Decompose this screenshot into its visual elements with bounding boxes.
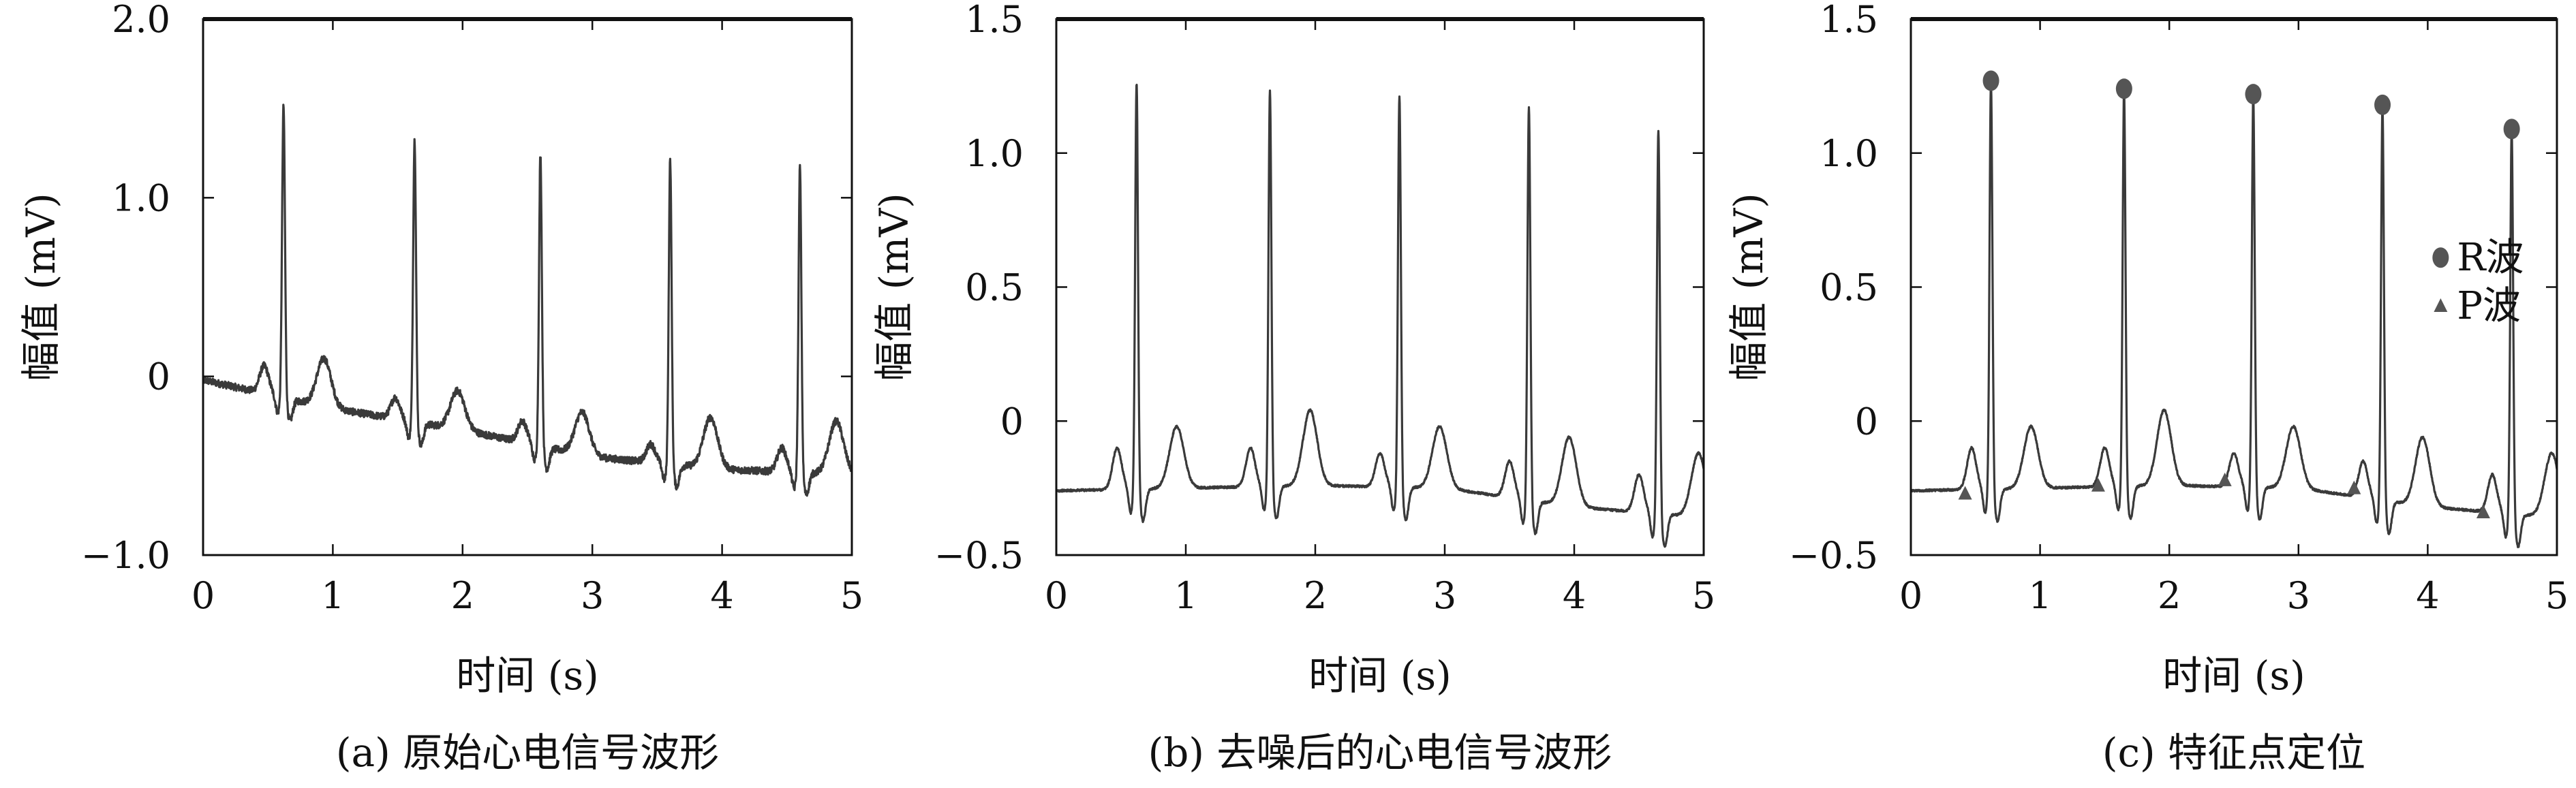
x-tick-label: 1 — [2028, 574, 2051, 617]
x-tick-label: 2 — [2158, 574, 2181, 617]
plot-frame — [1055, 18, 1705, 556]
x-tick-label: 5 — [2545, 574, 2569, 617]
r-wave-marker — [2503, 119, 2520, 140]
x-tick-label: 4 — [1563, 574, 1586, 617]
x-tick-label: 0 — [1899, 574, 1922, 617]
p-wave-marker — [2347, 480, 2361, 494]
y-tick-label: 1.5 — [965, 0, 1024, 41]
legend-p-wave-label: P波 — [2457, 284, 2521, 328]
y-tick-label: 0 — [1000, 400, 1024, 443]
y-tick-label: 0.5 — [965, 266, 1024, 309]
x-tick-label: 5 — [840, 574, 863, 617]
x-tick-label: 0 — [1045, 574, 1068, 617]
x-tick-label: 1 — [321, 574, 344, 617]
ecg-signal-line — [1910, 83, 2558, 548]
y-axis-label: 幅值 (mV) — [871, 193, 917, 381]
y-tick-label: −0.5 — [1789, 534, 1878, 577]
x-tick-label: 5 — [1692, 574, 1715, 617]
x-tick-label: 0 — [191, 574, 215, 617]
panel-caption: (b) 去噪后的心电信号波形 — [1148, 729, 1612, 776]
legend-r-wave-marker — [2432, 247, 2449, 268]
x-tick-label: 3 — [581, 574, 604, 617]
panel-caption: (c) 特征点定位 — [2102, 729, 2365, 776]
legend-p-wave-marker — [2434, 298, 2448, 313]
x-tick-label: 3 — [1433, 574, 1456, 617]
panel-a-raw-ecg: 0 1 2 3 4 5 −1.0 0 1.0 2.0 时间 (s) 幅值 (mV) (a) 原始心电信号… — [18, 0, 863, 776]
y-tick-label: 1.0 — [112, 176, 170, 219]
r-wave-marker — [1982, 70, 1999, 91]
panel-b-denoised-ecg: 0 1 2 3 4 5 −0.5 0 0.5 1.0 1.5 时间 (s) 幅值 (mV) (b) 去噪后… — [871, 0, 1715, 776]
x-tick-label: 1 — [1174, 574, 1197, 617]
y-tick-label: 1.0 — [965, 132, 1024, 175]
p-wave-marker — [1958, 486, 1972, 500]
x-axis-label: 时间 (s) — [2162, 652, 2305, 699]
y-tick-label: 0 — [147, 356, 170, 398]
legend-r-wave-label: R波 — [2457, 236, 2524, 280]
r-wave-marker — [2115, 78, 2132, 99]
y-axis-label: 幅值 (mV) — [1726, 193, 1772, 381]
ecg-signal-line — [202, 104, 853, 497]
y-tick-label: −1.0 — [81, 534, 170, 577]
y-tick-label: 0.5 — [1820, 266, 1878, 309]
panel-c-feature-points: 0 1 2 3 4 5 −0.5 0 0.5 1.0 1.5 时间 (s) 幅值 (mV) (c) 特征点… — [1726, 0, 2569, 776]
panel-caption: (a) 原始心电信号波形 — [336, 729, 719, 776]
p-wave-marker — [2476, 505, 2490, 519]
p-wave-marker — [2091, 477, 2105, 492]
y-tick-label: 2.0 — [112, 0, 170, 41]
x-tick-label: 4 — [710, 574, 733, 617]
y-tick-label: 0 — [1855, 400, 1878, 443]
y-axis-label: 幅值 (mV) — [18, 193, 64, 381]
x-tick-label: 3 — [2287, 574, 2310, 617]
y-tick-label: 1.5 — [1820, 0, 1878, 41]
y-tick-label: −0.5 — [934, 534, 1024, 577]
y-tick-label: 1.0 — [1820, 132, 1878, 175]
plot-frame — [202, 18, 853, 556]
ecg-signal-line — [1055, 83, 1705, 548]
r-wave-marker — [2374, 94, 2391, 115]
x-tick-label: 2 — [451, 574, 474, 617]
x-tick-label: 2 — [1304, 574, 1327, 617]
r-wave-marker — [2245, 84, 2262, 105]
p-wave-marker — [2218, 472, 2232, 486]
x-axis-label: 时间 (s) — [1308, 652, 1451, 699]
x-axis-label: 时间 (s) — [456, 652, 598, 699]
x-tick-label: 4 — [2416, 574, 2439, 617]
